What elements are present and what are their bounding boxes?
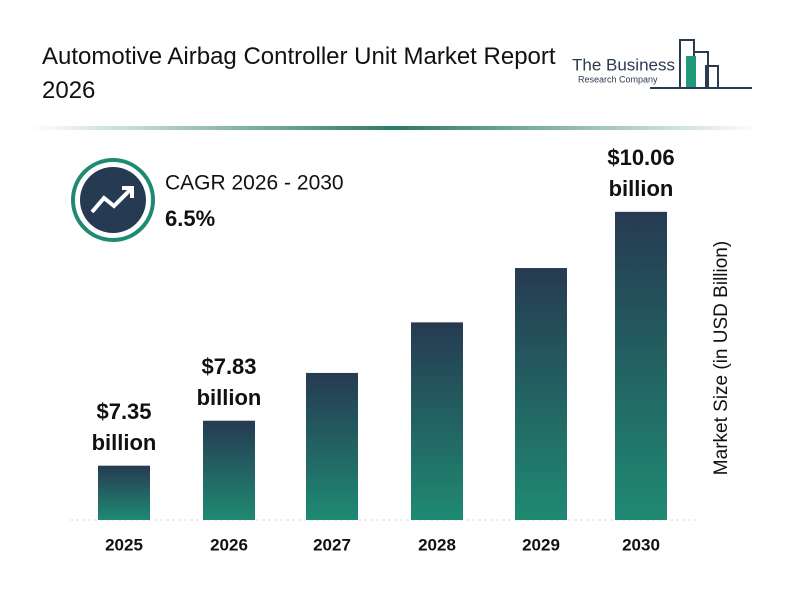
cagr-value: 6.5% [165, 206, 215, 231]
bar [306, 372, 358, 520]
logo-subtext: Research Company [578, 74, 658, 84]
value-label: $7.35 billion [91, 398, 157, 455]
value-label: $7.83 billion [196, 353, 262, 410]
bar [411, 322, 463, 520]
x-tick-label: 2030 [622, 535, 660, 554]
cagr-icon [71, 158, 155, 242]
logo [650, 39, 752, 89]
x-tick-label: 2026 [210, 535, 248, 554]
bar [515, 268, 567, 520]
x-tick-label: 2028 [418, 535, 456, 554]
cagr-label: CAGR 2026 - 2030 [165, 172, 344, 195]
x-tick-label: 2027 [313, 535, 351, 554]
logo-text: The Business [572, 55, 675, 74]
bar [98, 465, 150, 520]
divider [30, 126, 760, 130]
value-label: $10.06 billion [607, 144, 675, 201]
bar [615, 211, 667, 520]
y-axis-label: Market Size (in USD Billion) [711, 241, 732, 475]
title: Automotive Airbag Controller Unit Market… [42, 43, 556, 104]
bar [203, 420, 255, 520]
x-tick-label: 2029 [522, 535, 560, 554]
x-tick-label: 2025 [105, 535, 143, 554]
